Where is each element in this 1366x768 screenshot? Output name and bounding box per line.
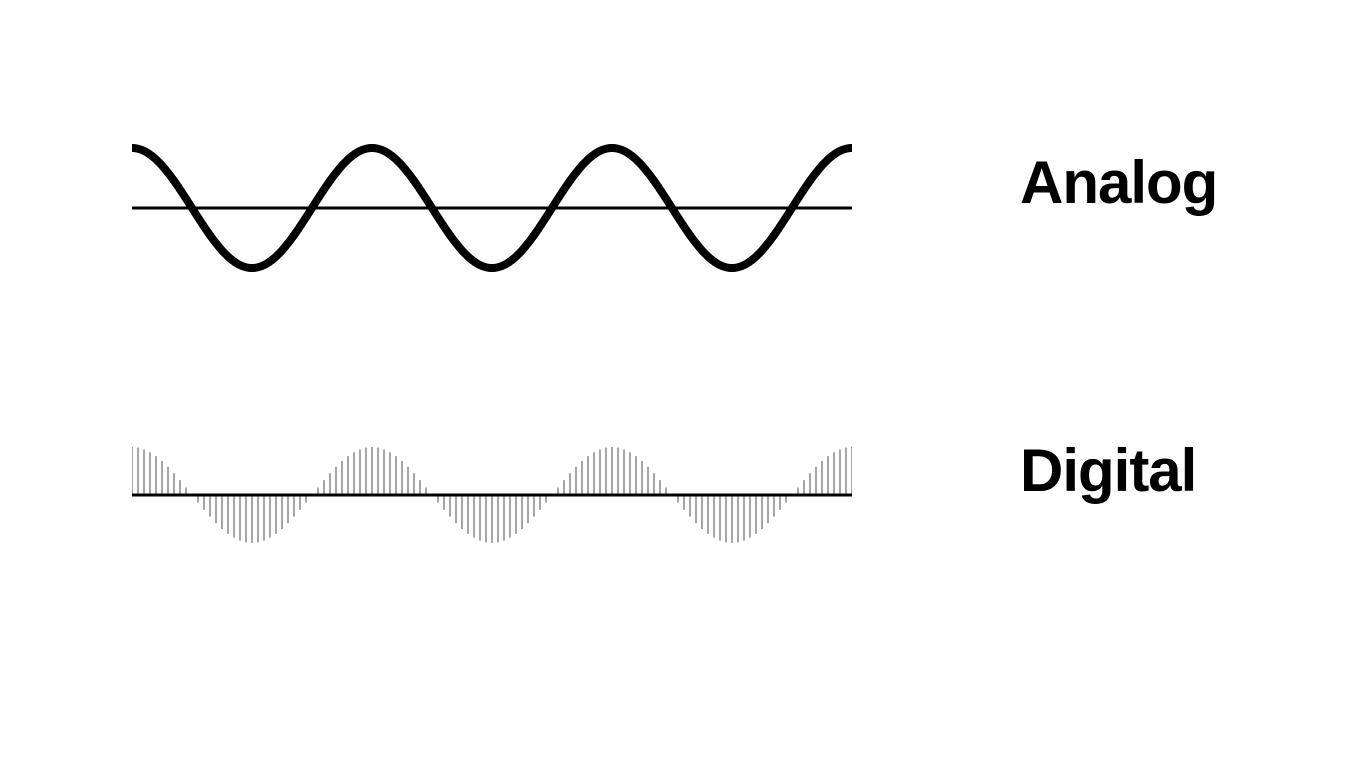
analog-wave: [132, 118, 852, 303]
digital-label: Digital: [1020, 436, 1196, 505]
digital-wave: [132, 405, 852, 590]
analog-label: Analog: [1020, 148, 1217, 217]
